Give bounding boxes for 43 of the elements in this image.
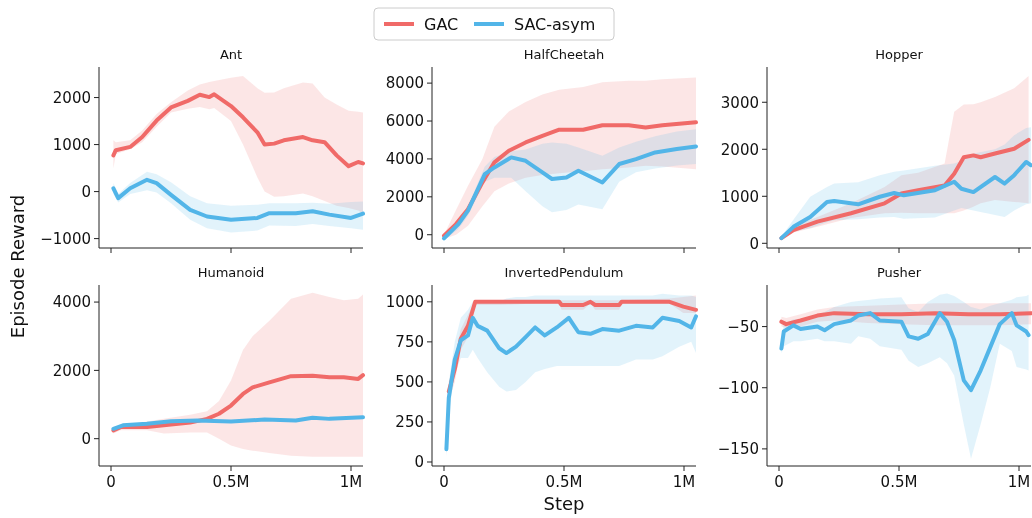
x-tick-label: 0 (106, 473, 116, 491)
y-tick-label: 0 (81, 429, 91, 448)
y-tick-label: 1000 (52, 135, 91, 154)
y-tick-label: 750 (395, 333, 424, 352)
chart-title: Humanoid (197, 265, 265, 280)
chart-title: InvertedPendulum (504, 265, 624, 280)
x-tick-label: 0.5M (545, 473, 583, 491)
y-tick-label: −50 (727, 317, 759, 336)
y-tick-label: 500 (395, 373, 424, 392)
y-tick-label: −150 (717, 440, 759, 459)
legend-label: GAC (424, 14, 459, 34)
y-tick-label: 1000 (385, 293, 424, 312)
x-tick-label: 1M (1007, 473, 1031, 491)
x-tick-label: 0 (439, 473, 449, 491)
y-tick-label: 1000 (720, 187, 759, 206)
x-axis-title: Step (543, 493, 585, 514)
y-tick-label: 4000 (385, 150, 424, 169)
y-tick-label: 0 (414, 453, 424, 472)
chart-title: HalfCheetah (523, 47, 605, 62)
x-tick-label: 1M (672, 473, 696, 491)
x-tick-label: 0 (774, 473, 784, 491)
y-tick-label: 4000 (52, 293, 91, 312)
y-tick-label: 250 (395, 413, 424, 432)
y-tick-label: 6000 (385, 112, 424, 131)
chart-title: Hopper (875, 47, 924, 62)
legend-label: SAC-asym (514, 14, 596, 34)
y-tick-label: 0 (749, 234, 759, 253)
y-axis-title: Episode Reward (7, 194, 28, 339)
y-tick-label: −1000 (40, 229, 91, 248)
y-tick-label: 0 (414, 225, 424, 244)
y-tick-label: 2000 (720, 140, 759, 159)
chart-title: Ant (219, 47, 243, 62)
chart-title: Pusher (876, 265, 922, 280)
y-tick-label: 2000 (385, 188, 424, 207)
x-tick-label: 0.5M (212, 473, 250, 491)
x-tick-label: 0.5M (880, 473, 918, 491)
y-tick-label: −100 (717, 378, 759, 397)
y-tick-label: 2000 (52, 88, 91, 107)
y-tick-label: 3000 (720, 93, 759, 112)
y-tick-label: 0 (81, 182, 91, 201)
x-tick-label: 1M (339, 473, 363, 491)
y-tick-label: 8000 (385, 74, 424, 93)
y-tick-label: 2000 (52, 361, 91, 380)
